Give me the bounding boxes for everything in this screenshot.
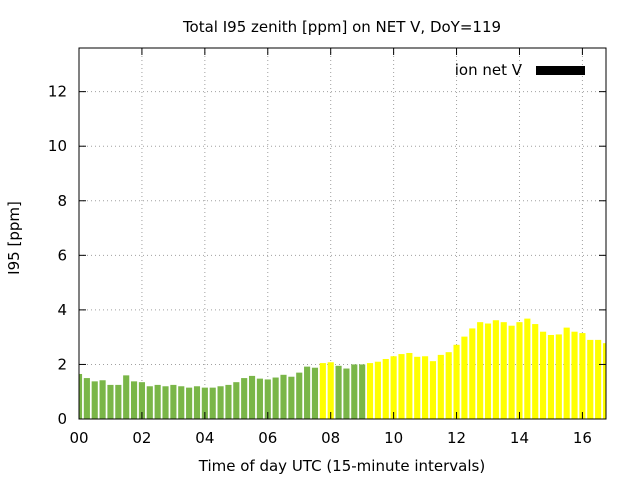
bar [484, 323, 492, 419]
y-tick-label: 2 [57, 355, 67, 373]
bar [123, 375, 130, 419]
bar [280, 374, 287, 419]
bar [186, 387, 193, 419]
bar [79, 373, 83, 419]
bar [547, 334, 555, 419]
bar [469, 328, 476, 419]
bars [79, 318, 606, 419]
x-tick-label: 02 [132, 429, 151, 447]
bar [319, 363, 326, 419]
bar [217, 386, 224, 419]
x-tick-label: 08 [321, 429, 340, 447]
bar [563, 327, 570, 419]
bar [170, 384, 177, 419]
y-tick-label: 10 [48, 137, 67, 155]
bar [540, 331, 547, 419]
bar [233, 382, 240, 419]
bar [201, 387, 208, 419]
x-tick-label: 04 [195, 429, 214, 447]
x-tick-label: 10 [384, 429, 403, 447]
y-tick-label: 8 [57, 192, 67, 210]
y-tick-label: 0 [57, 410, 67, 428]
bar [477, 322, 484, 419]
legend-label: ion net V [455, 61, 523, 79]
y-tick-label: 6 [57, 246, 67, 264]
bar [130, 381, 138, 419]
bar [304, 366, 311, 419]
bar [209, 387, 216, 419]
bar [256, 378, 263, 419]
bar [178, 386, 185, 419]
bar [296, 372, 303, 419]
bar [225, 384, 232, 419]
bar [374, 361, 381, 419]
bar [579, 333, 586, 419]
bar [99, 380, 106, 419]
bar [532, 324, 539, 419]
bar [264, 379, 271, 419]
bar [335, 365, 342, 419]
bar [524, 318, 531, 419]
bar [398, 354, 405, 419]
bar [146, 386, 153, 419]
bar [343, 368, 350, 419]
x-axis-label: Time of day UTC (15-minute intervals) [198, 457, 485, 475]
x-tick-label: 00 [69, 429, 88, 447]
bar [390, 356, 397, 419]
bar [429, 361, 437, 419]
bar [445, 352, 452, 419]
bar [115, 384, 122, 419]
bar [492, 320, 499, 419]
bar [83, 378, 90, 419]
bar [422, 356, 429, 419]
bar [602, 343, 606, 419]
y-axis-label: I95 [ppm] [5, 201, 23, 275]
bar [107, 384, 114, 419]
legend: ion net V [455, 61, 585, 79]
bar [508, 325, 515, 419]
bar [272, 377, 279, 419]
bar [414, 356, 421, 419]
bar [327, 362, 334, 419]
y-tick-label: 12 [48, 83, 67, 101]
bar [461, 336, 468, 419]
bar [366, 363, 374, 419]
x-tick-label: 16 [573, 429, 592, 447]
x-tick-label: 12 [447, 429, 466, 447]
bar [138, 382, 145, 419]
bar [359, 364, 366, 419]
chart-title: Total I95 zenith [ppm] on NET V, DoY=119 [182, 18, 501, 36]
bar [241, 378, 248, 419]
bar [91, 381, 98, 419]
bar [154, 384, 161, 419]
bar [382, 358, 389, 419]
bar [500, 322, 507, 419]
x-tick-label: 06 [258, 429, 277, 447]
bar [288, 376, 295, 419]
bar [351, 364, 358, 419]
bar [193, 386, 201, 419]
bar [406, 352, 413, 419]
bar [248, 375, 256, 419]
bar [595, 339, 602, 419]
bar [437, 354, 444, 419]
y-tick-label: 4 [57, 301, 67, 319]
legend-swatch [536, 66, 585, 75]
bar [311, 367, 319, 419]
bar [516, 322, 523, 419]
bar [162, 386, 169, 419]
bar [453, 344, 460, 419]
bar [571, 331, 578, 419]
plot-frame [78, 47, 607, 420]
bar [587, 339, 594, 419]
x-tick-label: 14 [510, 429, 529, 447]
bar [555, 334, 562, 419]
